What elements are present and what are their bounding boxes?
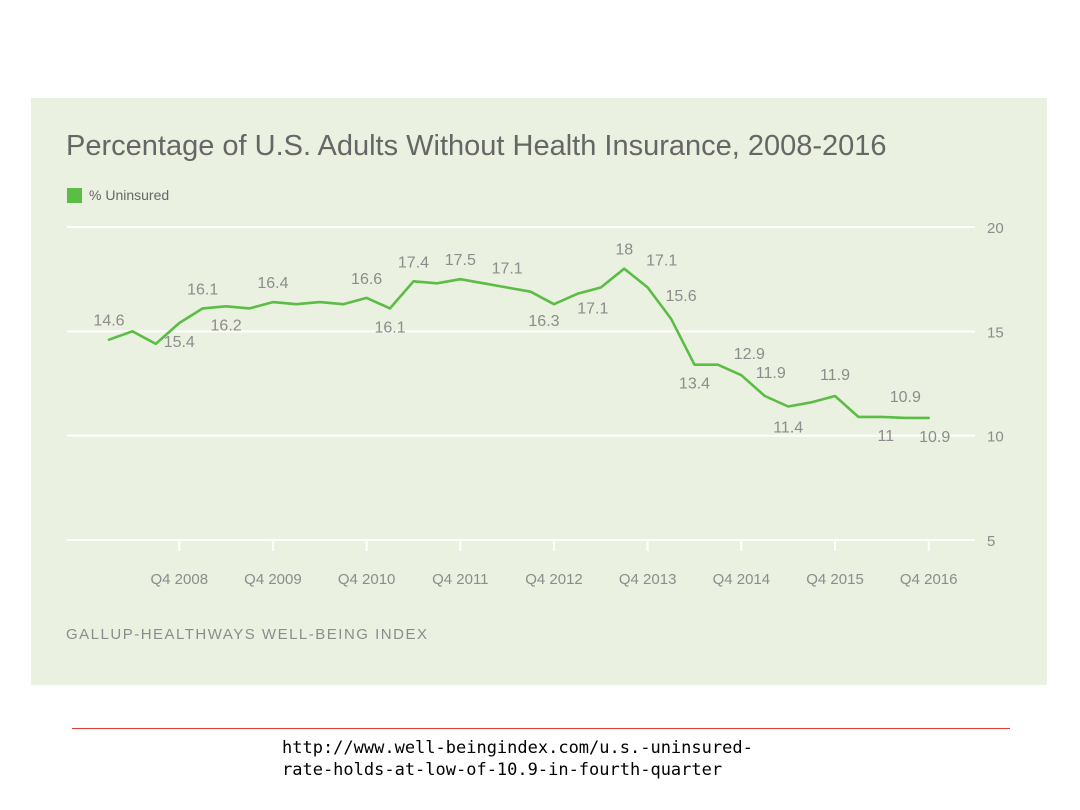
data-label: 13.4 (679, 376, 710, 393)
data-label: 17.1 (646, 253, 677, 270)
y-tick-label: 10 (987, 429, 1004, 446)
data-label: 16.1 (374, 319, 405, 336)
data-label: 17.5 (445, 252, 476, 269)
data-label: 11 (878, 428, 895, 445)
data-label: 11.9 (756, 365, 786, 382)
x-tick-label: Q4 2015 (806, 571, 864, 588)
data-label: 10.9 (890, 389, 921, 406)
line-chart: 20 15 10 5 Q4 2008 Q4 2009 Q4 2010 Q4 2011 Q4 20… (67, 220, 1004, 588)
data-label: 17.1 (492, 261, 523, 278)
data-label: 11.4 (773, 419, 803, 436)
data-label: 16.2 (211, 317, 242, 334)
x-tick-label: Q4 2010 (338, 571, 396, 588)
data-label: 15.4 (164, 334, 195, 351)
data-label: 17.4 (398, 254, 429, 271)
source-url: http://www.well-beingindex.com/u.s.-unin… (282, 738, 753, 780)
x-tick-label: Q4 2013 (619, 571, 677, 588)
data-label: 14.6 (93, 313, 124, 330)
data-label: 15.6 (666, 288, 697, 305)
y-tick-label: 20 (987, 220, 1004, 237)
x-tick-label: Q4 2016 (900, 571, 958, 588)
x-tick-label: Q4 2008 (150, 571, 208, 588)
x-tick-label: Q4 2011 (432, 571, 488, 588)
data-label: 11.9 (820, 367, 850, 384)
chart-title: Percentage of U.S. Adults Without Health… (66, 130, 887, 162)
series-line (107, 267, 931, 420)
data-label: 16.3 (528, 313, 559, 330)
data-label: 16.4 (257, 275, 288, 292)
data-label: 18 (615, 242, 633, 259)
x-tick-label: Q4 2014 (713, 571, 771, 588)
x-tick-label: Q4 2009 (244, 571, 302, 588)
data-label: 17.1 (577, 301, 608, 318)
data-label: 16.1 (187, 281, 218, 298)
x-tick-label: Q4 2012 (525, 571, 583, 588)
data-label: 16.6 (351, 271, 382, 288)
legend-swatch (67, 187, 82, 203)
legend: % Uninsured (67, 187, 169, 203)
data-label: 12.9 (734, 346, 765, 363)
chart-panel: Percentage of U.S. Adults Without Health… (31, 98, 1047, 685)
source-credit: GALLUP-HEALTHWAYS WELL-BEING INDEX (66, 626, 429, 643)
y-tick-label: 5 (987, 533, 995, 550)
data-label: 10.9 (919, 429, 950, 446)
y-tick-label: 15 (987, 324, 1004, 341)
divider-line (72, 728, 1010, 729)
legend-label: % Uninsured (89, 187, 170, 203)
